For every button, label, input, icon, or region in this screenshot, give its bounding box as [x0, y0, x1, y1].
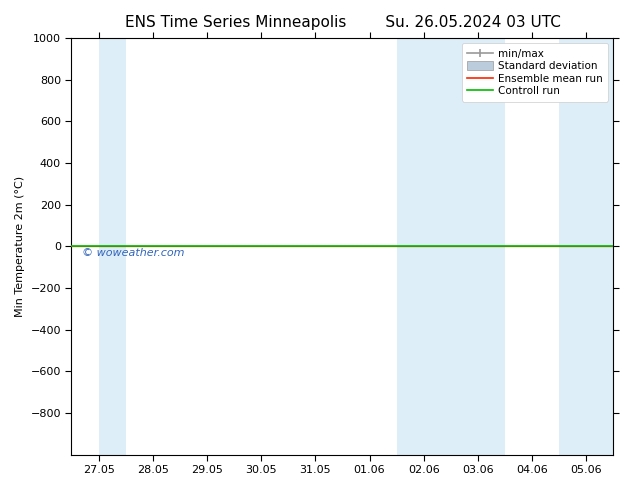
Bar — [397, 38, 505, 455]
Legend: min/max, Standard deviation, Ensemble mean run, Controll run: min/max, Standard deviation, Ensemble me… — [462, 43, 608, 101]
Bar — [98, 38, 126, 455]
Y-axis label: Min Temperature 2m (°C): Min Temperature 2m (°C) — [15, 176, 25, 317]
Title: ENS Time Series Minneapolis        Su. 26.05.2024 03 UTC: ENS Time Series Minneapolis Su. 26.05.20… — [124, 15, 560, 30]
Text: © woweather.com: © woweather.com — [82, 248, 185, 258]
Bar — [559, 38, 634, 455]
